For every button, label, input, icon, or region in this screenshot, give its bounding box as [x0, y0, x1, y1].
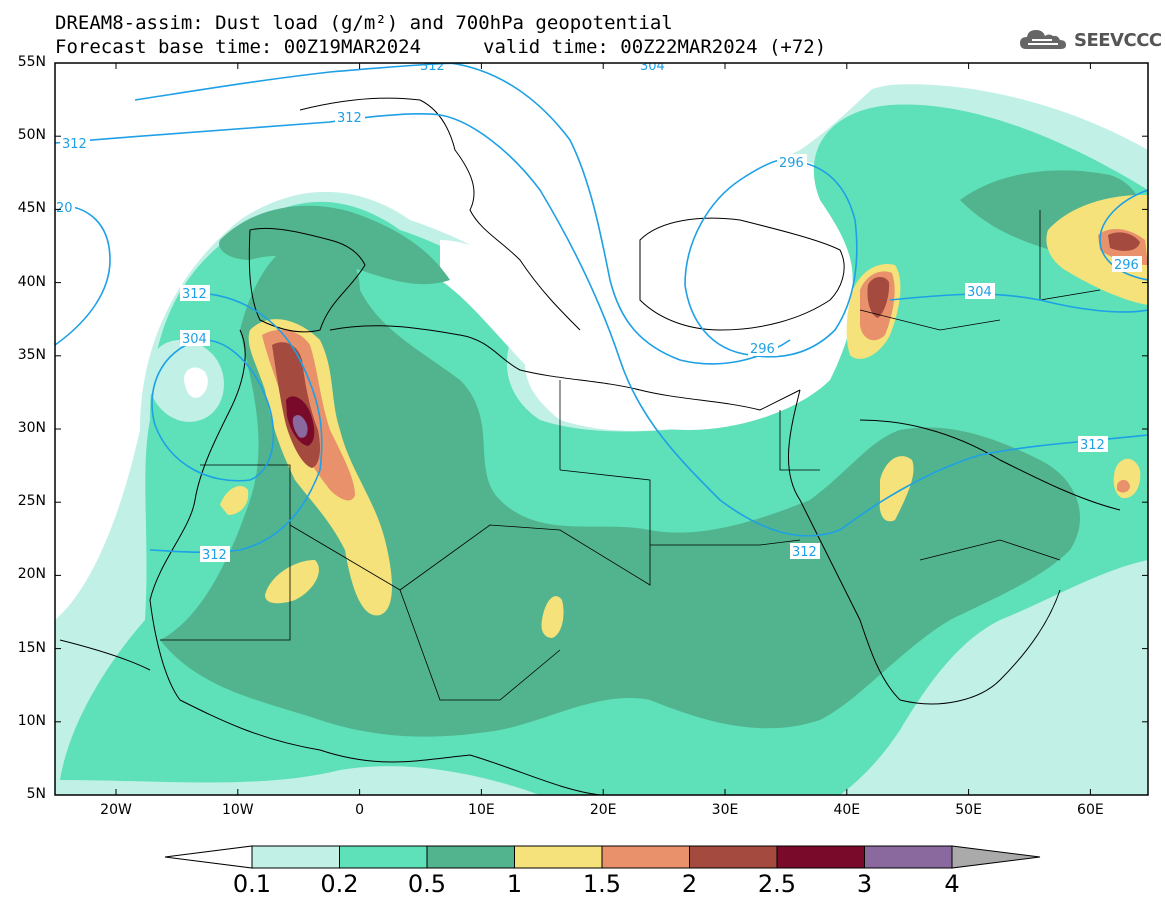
colorbar-swatch — [776, 845, 865, 869]
latitude-label: 10N — [17, 712, 46, 729]
latitude-label: 15N — [17, 639, 46, 656]
colorbar-swatch — [251, 845, 340, 869]
contour-label: 312 — [337, 111, 362, 126]
map-title-valid-time: valid time: 00Z22MAR2024 (+72) — [483, 36, 827, 58]
colorbar-tick-label: 0.2 — [320, 870, 359, 898]
colorbar — [164, 845, 1041, 869]
colorbar-swatch — [864, 845, 953, 869]
dust-band-2.0-iraq — [867, 276, 890, 318]
colorbar-swatch — [514, 845, 603, 869]
colorbar-tick-label: 1 — [506, 870, 523, 898]
latitude-label: 55N — [17, 54, 46, 70]
latitude-label: 35N — [17, 346, 46, 363]
contour-label: 312 — [202, 548, 227, 563]
latitude-label: 25N — [17, 493, 46, 510]
latitude-label: 30N — [17, 420, 46, 436]
dust-band-1.0-arabia — [879, 456, 914, 522]
dust-band-3.0-morocco — [292, 415, 308, 438]
longitude-label: 20W — [100, 802, 132, 818]
dust-band-1.0-kazakh — [1046, 195, 1148, 305]
colorbar-swatch — [689, 845, 778, 869]
map-title-base-time: Forecast base time: 00Z19MAR2024 — [55, 36, 422, 58]
latitude-label: 45N — [17, 200, 46, 217]
longitude-label: 10W — [221, 802, 254, 818]
contour-label: 312 — [1080, 438, 1105, 453]
contour-label: 312 — [792, 545, 817, 560]
longitude-label: 60E — [1077, 802, 1104, 818]
dust-band-1.5-gulf — [1117, 479, 1130, 493]
cloud-icon — [1020, 30, 1066, 49]
seevccc-logo: SEEVCCC — [1018, 27, 1162, 53]
contour-label: 20 — [56, 201, 73, 216]
contour-label: 296 — [750, 342, 775, 357]
colorbar-tick-label: 1.5 — [582, 870, 622, 898]
colorbar-swatch — [601, 845, 690, 869]
dust-band-0.5 — [160, 240, 1080, 737]
contour-label: 296 — [1114, 258, 1139, 273]
dust-band-0.5-north — [219, 205, 450, 285]
longitude-label: 50E — [955, 802, 982, 818]
dust-band-2.0-kazakh — [1108, 232, 1140, 251]
colorbar-tick-label: 3 — [856, 870, 873, 898]
colorbar-low-triangle — [164, 845, 253, 869]
latitude-label: 5N — [26, 786, 46, 802]
colorbar-high-triangle — [951, 845, 1041, 869]
contour-label: 296 — [0, 0, 25, 4]
dust-band-1.0-chad — [541, 596, 564, 638]
country-borders — [160, 210, 1101, 701]
latitude-label: 20N — [17, 566, 46, 583]
colorbar-tick-label: 4 — [944, 870, 960, 898]
contour-label: 312 — [182, 287, 207, 302]
latitude-label: 40N — [17, 273, 46, 290]
colorbar-tick-label: 0.5 — [407, 870, 447, 898]
contour-label: 304 — [640, 59, 665, 74]
longitude-label: 10E — [468, 802, 495, 818]
dust-band-1.0-sahara — [265, 560, 319, 604]
longitude-label: 20E — [589, 802, 617, 818]
map-title-line1: DREAM8-assim: Dust load (g/m²) and 700hP… — [55, 12, 673, 34]
logo-text: SEEVCCC — [1074, 29, 1162, 51]
latitude-label: 50N — [17, 127, 46, 144]
colorbar-tick-label: 2.5 — [757, 870, 797, 898]
colorbar-swatch — [339, 845, 428, 869]
contour-label: 312 — [420, 59, 445, 74]
contour-labels: 312 312 312 304 312 312 296 296 304 296 … — [0, 0, 1139, 563]
coastlines — [59, 97, 1121, 795]
contour-label: 304 — [182, 332, 207, 347]
colorbar-swatch — [426, 845, 515, 869]
clear-area-mediterranean — [440, 240, 854, 430]
contour-label: 296 — [779, 156, 804, 171]
dust-band-1.0-west — [220, 485, 249, 515]
longitude-label: 30E — [711, 802, 739, 818]
longitude-label: 40E — [833, 802, 861, 818]
colorbar-tick-label: 0.1 — [232, 870, 272, 898]
contour-label: 312 — [62, 137, 87, 152]
contour-label: 304 — [967, 285, 992, 300]
colorbar-tick-label: 2 — [681, 870, 698, 898]
longitude-label: 0 — [355, 802, 365, 818]
